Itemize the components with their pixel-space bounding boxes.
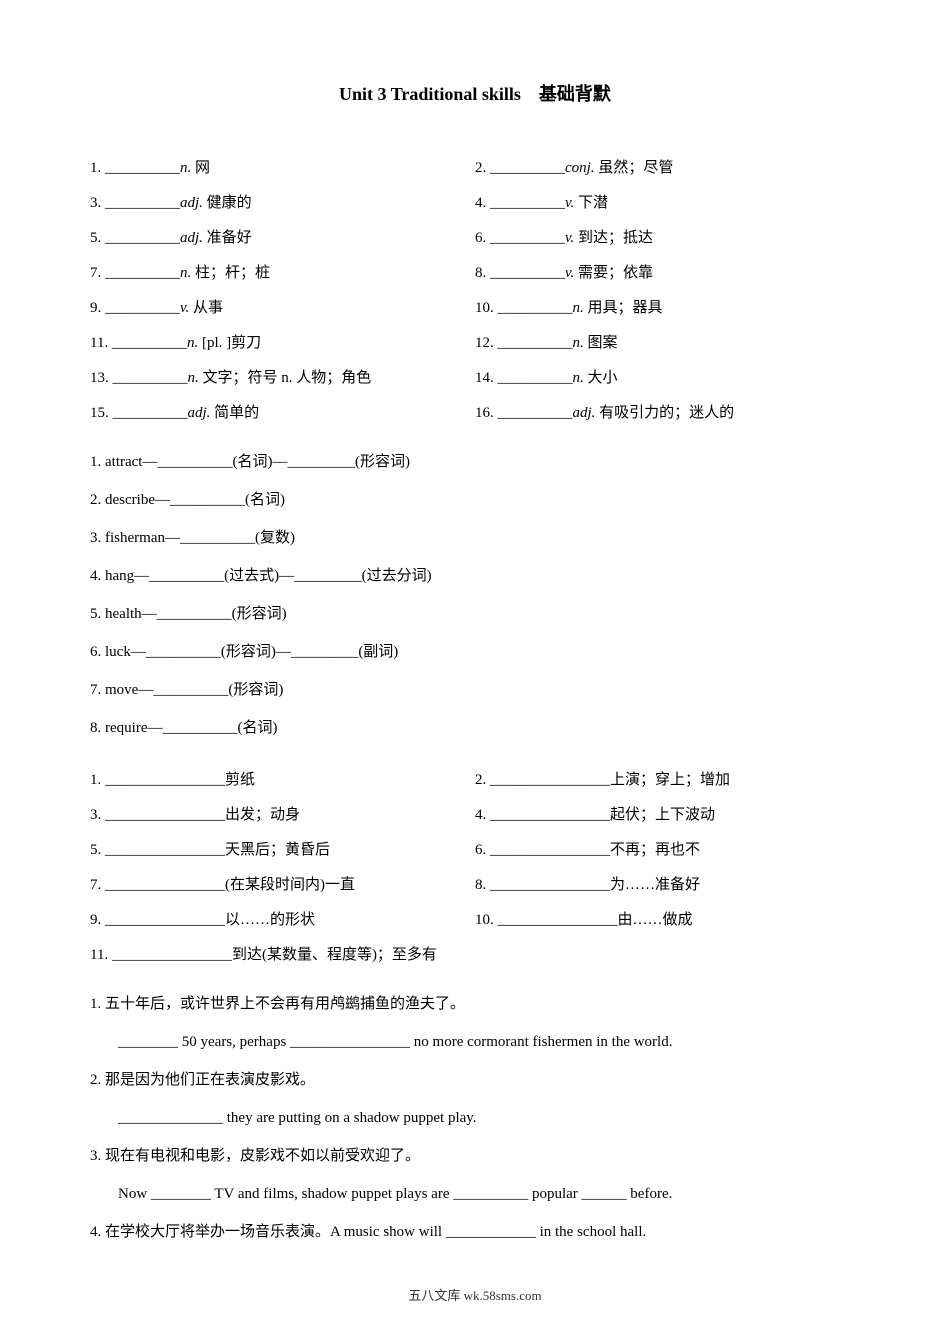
vocab-row: 1. __________n. 网2. __________conj. 虽然；尽… xyxy=(90,156,860,177)
vocab-row: 9. __________v. 从事10. __________n. 用具；器具 xyxy=(90,296,860,317)
phrase-item-left: 5. ________________天黑后；黄昏后 xyxy=(90,838,475,859)
vocab-row: 3. __________adj. 健康的4. __________v. 下潜 xyxy=(90,191,860,212)
vocab-item-right: 12. __________n. 图案 xyxy=(475,331,860,352)
sentence-4: 4. 在学校大厅将举办一场音乐表演。A music show will ____… xyxy=(90,1220,860,1244)
phrase-item-right: 8. ________________为……准备好 xyxy=(475,873,860,894)
phrase-item-right: 2. ________________上演；穿上；增加 xyxy=(475,768,860,789)
phrase-item-left: 7. ________________(在某段时间内)一直 xyxy=(90,873,475,894)
vocab-item-left: 1. __________n. 网 xyxy=(90,156,475,177)
sentence-3-blank: Now ________ TV and films, shadow puppet… xyxy=(90,1182,860,1206)
vocab-section: 1. __________n. 网2. __________conj. 虽然；尽… xyxy=(90,156,860,422)
phrase-row: 7. ________________(在某段时间内)一直8. ________… xyxy=(90,873,860,894)
phrase-item-right xyxy=(475,943,860,964)
phrase-item-right: 4. ________________起伏；上下波动 xyxy=(475,803,860,824)
phrase-row: 9. ________________以……的形状10. ___________… xyxy=(90,908,860,929)
vocab-item-left: 9. __________v. 从事 xyxy=(90,296,475,317)
wordform-line: 3. fisherman—__________(复数) xyxy=(90,526,860,550)
vocab-item-right: 2. __________conj. 虽然；尽管 xyxy=(475,156,860,177)
phrase-item-right: 10. ________________由……做成 xyxy=(475,908,860,929)
phrase-item-left: 11. ________________到达(某数量、程度等)；至多有 xyxy=(90,943,475,964)
vocab-row: 13. __________n. 文字；符号 n. 人物；角色14. _____… xyxy=(90,366,860,387)
phrase-item-left: 9. ________________以……的形状 xyxy=(90,908,475,929)
wordform-line: 4. hang—__________(过去式)—_________(过去分词) xyxy=(90,564,860,588)
wordform-line: 6. luck—__________(形容词)—_________(副词) xyxy=(90,640,860,664)
phrase-item-left: 3. ________________出发；动身 xyxy=(90,803,475,824)
wordform-line: 1. attract—__________(名词)—_________(形容词) xyxy=(90,450,860,474)
vocab-item-right: 16. __________adj. 有吸引力的；迷人的 xyxy=(475,401,860,422)
phrase-row: 11. ________________到达(某数量、程度等)；至多有 xyxy=(90,943,860,964)
vocab-item-right: 10. __________n. 用具；器具 xyxy=(475,296,860,317)
vocab-row: 7. __________n. 柱；杆；桩8. __________v. 需要；… xyxy=(90,261,860,282)
vocab-item-left: 7. __________n. 柱；杆；桩 xyxy=(90,261,475,282)
wordform-line: 8. require—__________(名词) xyxy=(90,716,860,740)
phrase-row: 5. ________________天黑后；黄昏后6. ___________… xyxy=(90,838,860,859)
sentence-2: 2. 那是因为他们正在表演皮影戏。 xyxy=(90,1068,860,1092)
vocab-item-left: 11. __________n. [pl. ]剪刀 xyxy=(90,331,475,352)
vocab-item-left: 13. __________n. 文字；符号 n. 人物；角色 xyxy=(90,366,475,387)
sentence-2-blank: ______________ they are putting on a sha… xyxy=(90,1106,860,1130)
vocab-item-left: 5. __________adj. 准备好 xyxy=(90,226,475,247)
vocab-item-right: 14. __________n. 大小 xyxy=(475,366,860,387)
vocab-item-right: 4. __________v. 下潜 xyxy=(475,191,860,212)
vocab-row: 15. __________adj. 简单的16. __________adj.… xyxy=(90,401,860,422)
vocab-item-left: 3. __________adj. 健康的 xyxy=(90,191,475,212)
phrase-row: 3. ________________出发；动身4. _____________… xyxy=(90,803,860,824)
sentence-1-blank: ________ 50 years, perhaps _____________… xyxy=(90,1030,860,1054)
vocab-row: 5. __________adj. 准备好6. __________v. 到达；… xyxy=(90,226,860,247)
phrase-item-right: 6. ________________不再；再也不 xyxy=(475,838,860,859)
phrases-section: 1. ________________剪纸2. ________________… xyxy=(90,768,860,964)
vocab-item-right: 6. __________v. 到达；抵达 xyxy=(475,226,860,247)
phrase-row: 1. ________________剪纸2. ________________… xyxy=(90,768,860,789)
page-title: Unit 3 Traditional skills 基础背默 xyxy=(90,80,860,106)
footer-text: 五八文库 wk.58sms.com xyxy=(0,1285,950,1304)
vocab-row: 11. __________n. [pl. ]剪刀12. __________n… xyxy=(90,331,860,352)
wordform-line: 5. health—__________(形容词) xyxy=(90,602,860,626)
sentence-1: 1. 五十年后，或许世界上不会再有用鸬鹚捕鱼的渔夫了。 xyxy=(90,992,860,1016)
wordform-line: 2. describe—__________(名词) xyxy=(90,488,860,512)
vocab-item-left: 15. __________adj. 简单的 xyxy=(90,401,475,422)
sentences-section: 1. 五十年后，或许世界上不会再有用鸬鹚捕鱼的渔夫了。 ________ 50 … xyxy=(90,992,860,1244)
wordforms-section: 1. attract—__________(名词)—_________(形容词)… xyxy=(90,450,860,740)
vocab-item-right: 8. __________v. 需要；依靠 xyxy=(475,261,860,282)
wordform-line: 7. move—__________(形容词) xyxy=(90,678,860,702)
phrase-item-left: 1. ________________剪纸 xyxy=(90,768,475,789)
sentence-3: 3. 现在有电视和电影，皮影戏不如以前受欢迎了。 xyxy=(90,1144,860,1168)
